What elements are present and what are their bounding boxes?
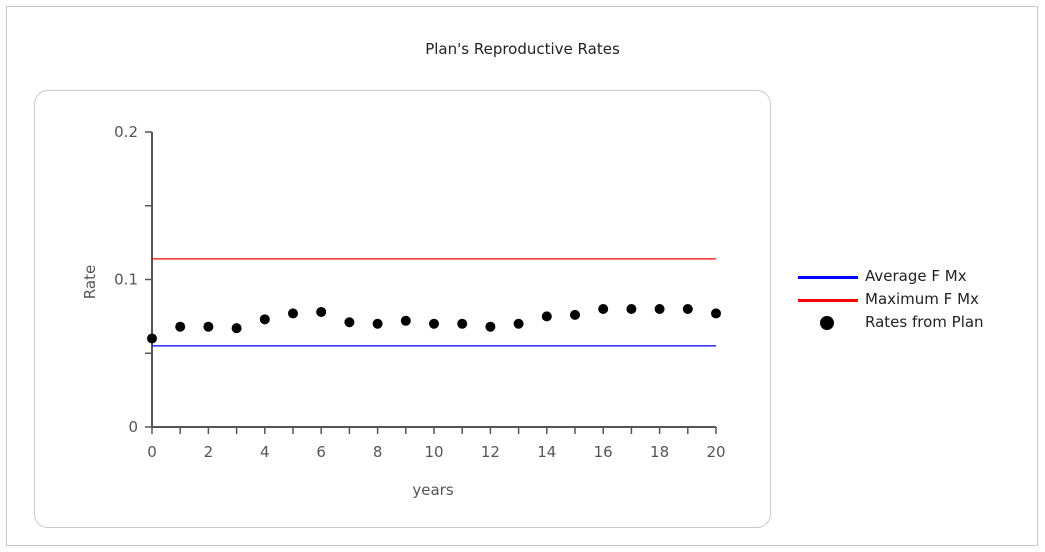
data-point: [457, 318, 468, 329]
x-tick-label: 20: [706, 443, 725, 461]
data-point: [626, 304, 637, 314]
legend-item-maximum: Maximum F Mx: [795, 288, 1035, 311]
y-tick-label: 0.1: [114, 271, 138, 289]
data-point: [682, 304, 693, 314]
data-point: [429, 318, 439, 329]
data-point: [654, 304, 665, 314]
x-tick-label: 2: [204, 443, 214, 461]
data-point: [570, 309, 580, 320]
x-tick-label: 4: [260, 443, 270, 461]
y-tick-label: 0.2: [114, 123, 138, 141]
data-point: [711, 308, 721, 319]
data-point: [400, 315, 411, 326]
data-point: [259, 314, 270, 325]
x-tick-label: 6: [316, 443, 326, 461]
x-tick-label: 18: [650, 443, 669, 461]
data-point: [344, 317, 355, 328]
legend-swatch-maximum: [798, 299, 858, 302]
legend-label-maximum: Maximum F Mx: [865, 290, 979, 308]
x-tick-label: 16: [594, 443, 613, 461]
x-tick-label: 10: [424, 443, 443, 461]
legend-swatch-average: [798, 276, 858, 279]
data-point: [147, 333, 157, 344]
chart-title: Plan's Reproductive Rates: [425, 40, 620, 58]
data-point: [598, 304, 609, 314]
legend-label-rates: Rates from Plan: [865, 313, 984, 331]
data-point: [175, 321, 186, 332]
chart-marks: [147, 258, 721, 347]
legend-item-average: Average F Mx: [795, 265, 1035, 288]
plot-panel: [34, 90, 771, 528]
x-axis-label: years: [412, 481, 453, 499]
legend-item-rates: Rates from Plan: [795, 311, 1035, 334]
x-tick-label: 8: [373, 443, 383, 461]
y-axis-label: Rate: [81, 265, 99, 299]
data-point: [541, 311, 552, 322]
legend-swatch-rates: [820, 316, 834, 330]
data-point: [316, 306, 327, 317]
legend-label-average: Average F Mx: [865, 267, 967, 285]
legend: Average F Mx Maximum F Mx Rates from Pla…: [795, 265, 1035, 334]
y-tick-label: 0: [128, 418, 138, 436]
data-point: [485, 321, 496, 332]
data-point: [288, 308, 298, 319]
x-tick-label: 12: [481, 443, 500, 461]
data-point: [203, 321, 214, 332]
axes: 0 0.1 0.2 0 2 4 6 8 10 12 14 16 18 20: [114, 123, 725, 461]
data-point: [231, 323, 242, 334]
x-tick-label: 14: [537, 443, 556, 461]
data-point: [372, 318, 383, 329]
data-point: [513, 318, 524, 329]
x-tick-label: 0: [147, 443, 157, 461]
